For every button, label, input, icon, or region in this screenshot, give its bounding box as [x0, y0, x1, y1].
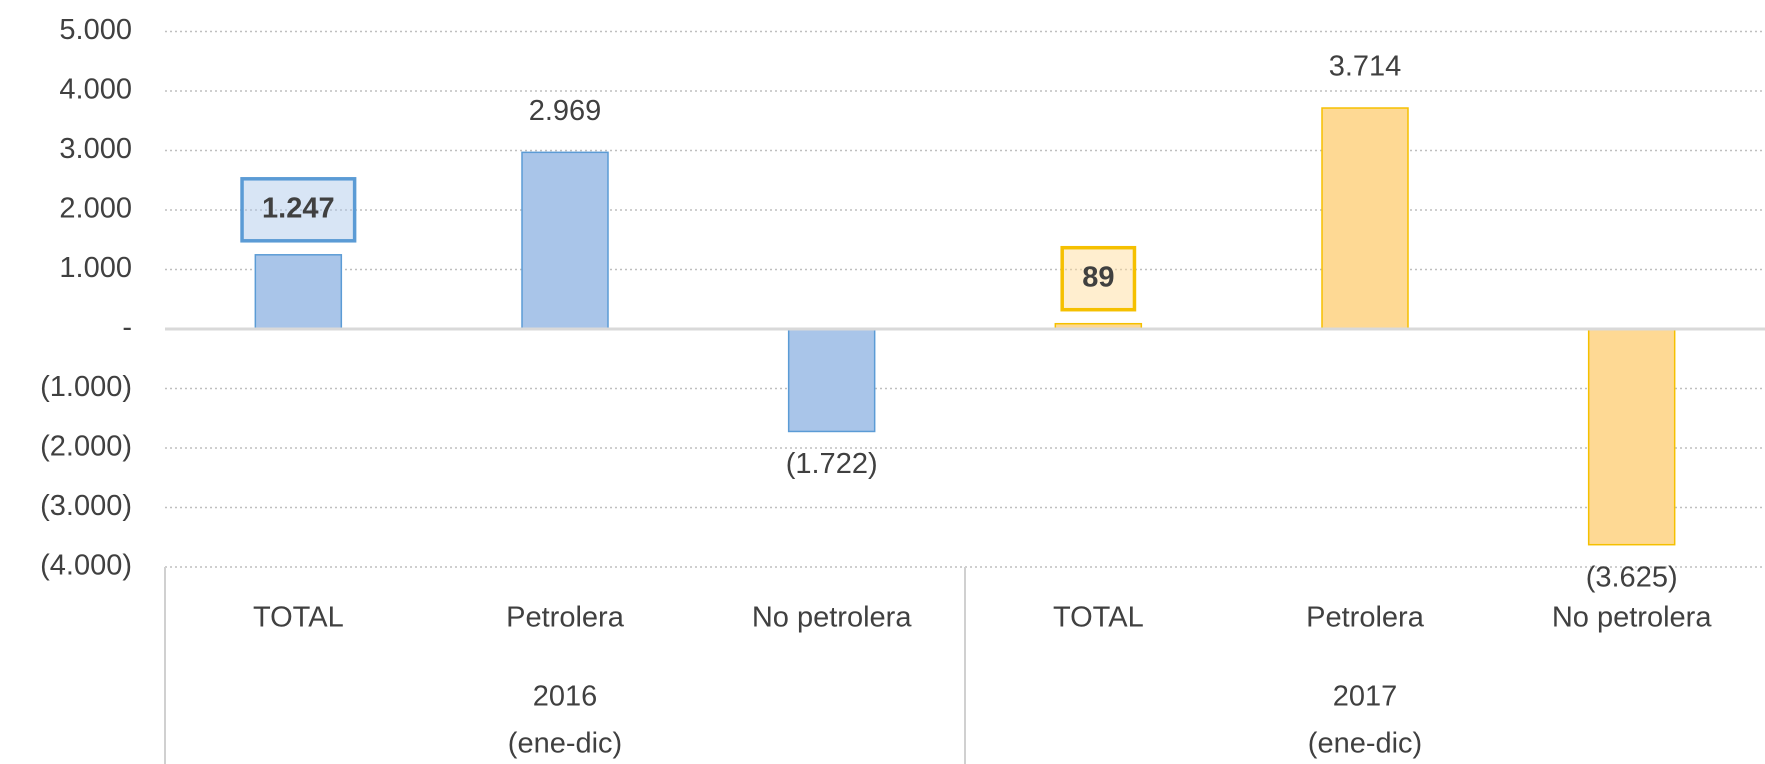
y-tick-label: - [122, 312, 132, 344]
y-tick-label: 4.000 [59, 74, 132, 106]
y-tick-label: (2.000) [40, 431, 132, 463]
bar [1321, 107, 1409, 330]
bar [254, 254, 343, 330]
y-tick-label: 5.000 [59, 14, 132, 46]
value-label-box [1060, 245, 1137, 312]
bar [1587, 328, 1676, 546]
x-tick-label: No petrolera [752, 602, 912, 634]
value-label: 3.714 [1329, 51, 1402, 83]
x-tick-label: Petrolera [506, 602, 625, 634]
bar [787, 328, 876, 433]
group-sublabel: (ene-dic) [1308, 728, 1422, 760]
value-label: 89 [1082, 261, 1114, 293]
x-tick-label: Petrolera [1306, 602, 1425, 634]
y-tick-label: 1.000 [59, 252, 132, 284]
bar [521, 151, 609, 330]
y-tick-label: 2.000 [59, 193, 132, 225]
value-label: 1.247 [262, 192, 335, 224]
group-label: 2017 [1333, 681, 1398, 713]
y-tick-label: (4.000) [40, 550, 132, 582]
value-label: 2.969 [529, 95, 602, 127]
group-sublabel: (ene-dic) [508, 728, 622, 760]
y-tick-label: 3.000 [59, 133, 132, 165]
value-label-box [240, 177, 357, 243]
value-label: (1.722) [786, 448, 878, 480]
group-label: 2016 [533, 681, 598, 713]
value-label: (3.625) [1586, 561, 1678, 593]
x-tick-label: TOTAL [1053, 602, 1144, 634]
x-tick-label: TOTAL [253, 602, 344, 634]
x-tick-label: No petrolera [1552, 602, 1712, 634]
y-tick-label: (3.000) [40, 490, 132, 522]
y-tick-label: (1.000) [40, 371, 132, 403]
